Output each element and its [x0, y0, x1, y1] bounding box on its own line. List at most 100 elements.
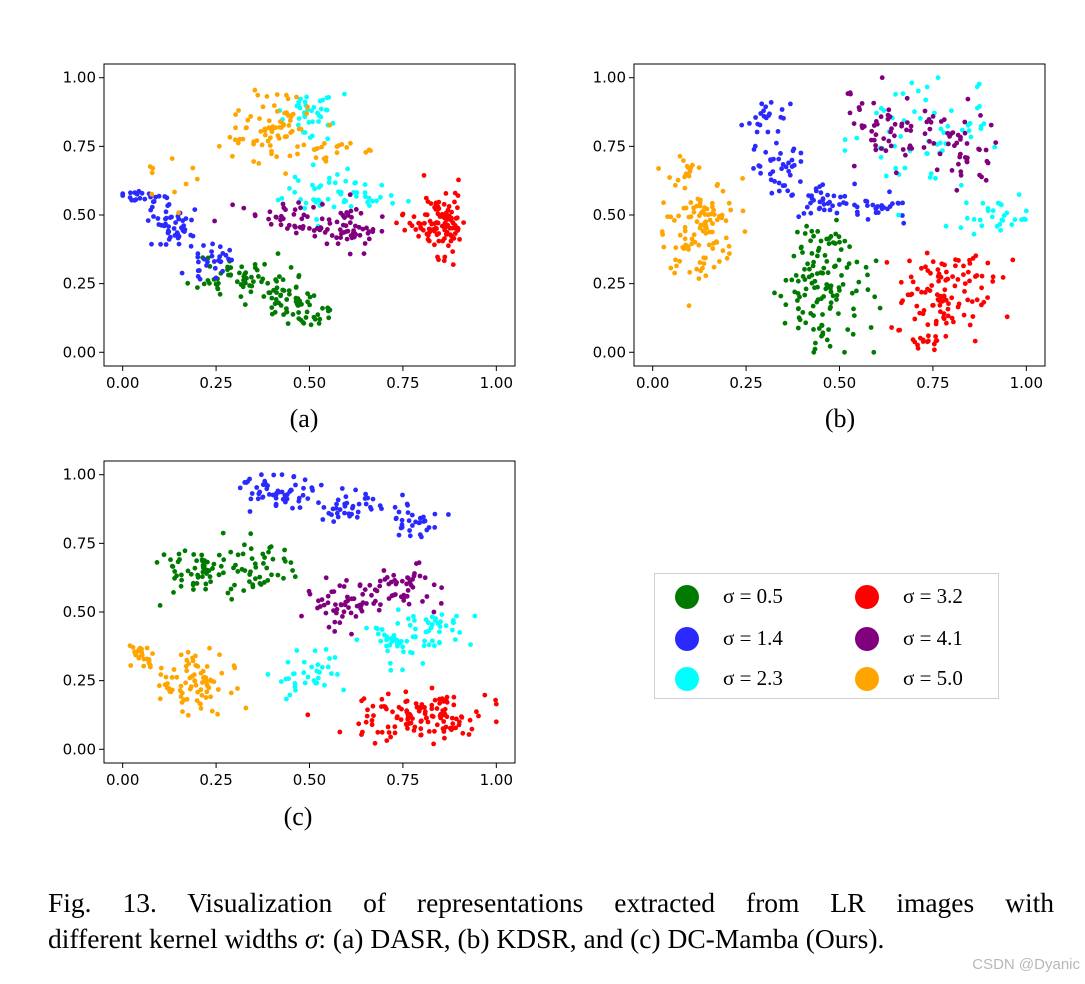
legend-item-sigma-1-4: σ = 1.4	[675, 626, 783, 651]
scatter-point	[351, 596, 357, 602]
scatter-point	[698, 222, 704, 228]
scatter-point	[369, 718, 375, 723]
scatter-point	[818, 238, 824, 244]
panel-label-a: (a)	[289, 404, 319, 433]
scatter-point	[282, 558, 288, 564]
scatter-point	[278, 292, 284, 298]
scatter-point	[803, 286, 809, 292]
scatter-point	[459, 715, 465, 720]
scatter-point	[401, 598, 407, 603]
scatter-point	[276, 300, 282, 306]
scatter-point	[326, 308, 331, 314]
scatter-point	[1012, 217, 1018, 223]
scatter-point	[908, 123, 914, 129]
scatter-point	[362, 496, 368, 501]
scatter-point	[821, 265, 827, 271]
scatter-point	[407, 622, 413, 628]
scatter-point	[824, 236, 830, 242]
scatter-point	[337, 227, 343, 233]
scatter-point	[778, 293, 784, 299]
scatter-point	[958, 182, 964, 188]
scatter-point	[817, 199, 823, 205]
scatter-point	[900, 200, 905, 206]
scatter-point	[365, 230, 371, 236]
scatter-point	[811, 327, 816, 332]
scatter-point	[324, 241, 330, 247]
scatter-point	[798, 159, 804, 164]
scatter-point	[1023, 208, 1029, 214]
scatter-point	[971, 217, 977, 222]
scatter-point	[719, 215, 725, 221]
scatter-point	[697, 200, 703, 206]
scatter-point	[389, 593, 395, 599]
scatter-point	[231, 663, 237, 669]
scatter-point	[253, 564, 259, 570]
scatter-point	[207, 645, 212, 651]
scatter-point	[280, 216, 286, 222]
scatter-point	[298, 205, 303, 211]
scatter-point	[432, 697, 438, 703]
scatter-point	[827, 207, 833, 213]
scatter-point	[163, 209, 169, 215]
scatter-point	[363, 149, 369, 155]
scatter-point	[827, 343, 833, 349]
scatter-point	[226, 256, 231, 262]
scatter-point	[190, 165, 196, 171]
scatter-point	[269, 129, 275, 135]
scatter-point	[309, 133, 315, 139]
scatter-point	[365, 707, 370, 713]
scatter-point	[220, 268, 226, 274]
scatter-point	[454, 613, 459, 619]
scatter-point	[146, 657, 152, 662]
scatter-point	[190, 582, 196, 588]
scatter-point	[430, 227, 435, 233]
scatter-point	[769, 190, 775, 196]
scatter-point	[404, 638, 410, 644]
scatter-point	[286, 123, 292, 128]
scatter-point	[709, 200, 715, 206]
x-tick-label: 1.00	[1010, 374, 1043, 392]
scatter-point	[134, 191, 140, 197]
scatter-point	[268, 544, 274, 550]
scatter-point	[274, 285, 280, 291]
scatter-point	[163, 674, 169, 680]
scatter-point	[219, 670, 225, 676]
scatter-point	[305, 712, 311, 718]
scatter-point	[973, 274, 978, 279]
legend-item-sigma-5-0: σ = 5.0	[855, 666, 963, 691]
scatter-point	[305, 674, 311, 680]
scatter-point	[709, 229, 715, 235]
scatter-point	[283, 676, 289, 682]
scatter-point	[396, 532, 402, 538]
scatter-point	[828, 234, 834, 239]
scatter-point	[923, 264, 928, 270]
scatter-point	[703, 230, 709, 236]
scatter-point	[271, 472, 277, 478]
scatter-point	[836, 234, 842, 240]
scatter-point	[175, 559, 181, 565]
scatter-point	[429, 685, 435, 691]
scatter-point	[169, 214, 174, 220]
scatter-point	[429, 614, 435, 620]
scatter-points	[120, 87, 466, 328]
scatter-point	[946, 301, 951, 307]
scatter-point	[965, 297, 971, 303]
scatter-point	[474, 709, 479, 715]
scatter-point	[304, 111, 309, 116]
scatter-point	[251, 159, 257, 164]
scatter-point	[236, 108, 241, 113]
scatter-point	[363, 719, 369, 725]
scatter-point	[825, 270, 831, 276]
scatter-point	[256, 161, 262, 166]
scatter-point	[798, 245, 804, 251]
scatter-point	[884, 260, 890, 265]
scatter-point	[158, 672, 164, 677]
scatter-point	[296, 102, 301, 108]
scatter-point	[275, 572, 281, 578]
scatter-point	[834, 297, 839, 302]
scatter-point	[896, 201, 901, 206]
scatter-point	[445, 207, 451, 213]
scatter-point	[333, 602, 338, 607]
scatter-point	[183, 181, 189, 187]
scatter-point	[892, 121, 898, 127]
